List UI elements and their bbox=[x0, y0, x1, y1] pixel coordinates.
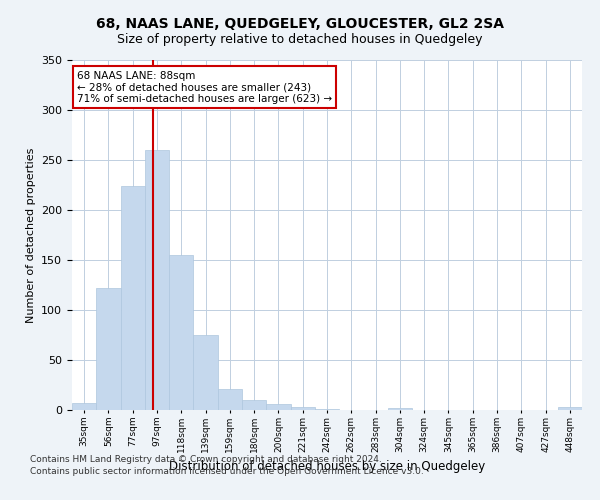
Bar bbox=[315, 409, 339, 410]
Bar bbox=[96, 288, 121, 410]
Text: 68, NAAS LANE, QUEDGELEY, GLOUCESTER, GL2 2SA: 68, NAAS LANE, QUEDGELEY, GLOUCESTER, GL… bbox=[96, 18, 504, 32]
Bar bbox=[121, 186, 145, 410]
Text: Contains HM Land Registry data © Crown copyright and database right 2024.: Contains HM Land Registry data © Crown c… bbox=[30, 456, 382, 464]
Text: 68 NAAS LANE: 88sqm
← 28% of detached houses are smaller (243)
71% of semi-detac: 68 NAAS LANE: 88sqm ← 28% of detached ho… bbox=[77, 70, 332, 104]
X-axis label: Distribution of detached houses by size in Quedgeley: Distribution of detached houses by size … bbox=[169, 460, 485, 473]
Y-axis label: Number of detached properties: Number of detached properties bbox=[26, 148, 35, 322]
Bar bbox=[266, 404, 290, 410]
Bar bbox=[169, 255, 193, 410]
Bar bbox=[145, 150, 169, 410]
Bar bbox=[193, 335, 218, 410]
Bar bbox=[242, 400, 266, 410]
Bar bbox=[388, 408, 412, 410]
Bar bbox=[72, 403, 96, 410]
Bar bbox=[290, 407, 315, 410]
Text: Contains public sector information licensed under the Open Government Licence v3: Contains public sector information licen… bbox=[30, 466, 424, 475]
Bar bbox=[218, 389, 242, 410]
Bar bbox=[558, 407, 582, 410]
Text: Size of property relative to detached houses in Quedgeley: Size of property relative to detached ho… bbox=[117, 32, 483, 46]
